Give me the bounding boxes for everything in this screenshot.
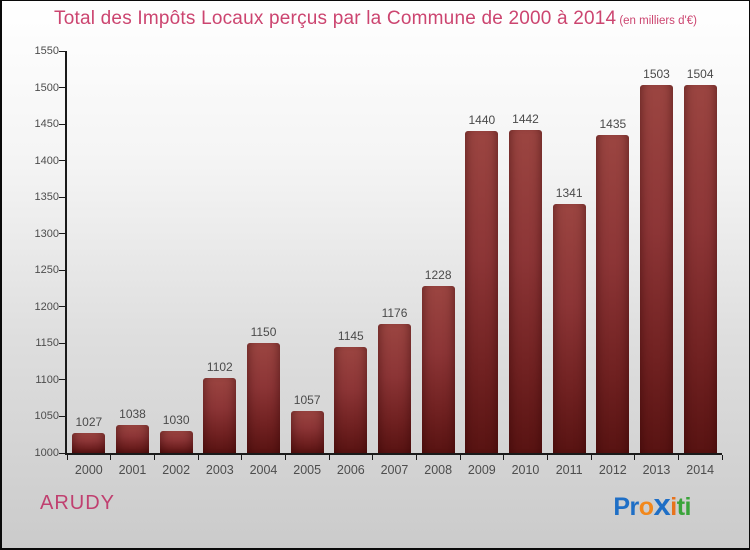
x-tick-mark xyxy=(503,455,505,460)
y-tick-mark xyxy=(59,233,65,235)
bar-value-label: 1150 xyxy=(250,325,277,340)
x-tick-mark xyxy=(546,455,548,460)
bar-value-label: 1030 xyxy=(162,413,190,428)
bar xyxy=(421,286,455,453)
logo-letter: r xyxy=(629,493,640,521)
x-tick-mark xyxy=(372,455,374,460)
x-axis-label: 2012 xyxy=(598,463,627,477)
x-tick-mark xyxy=(284,455,286,460)
x-tick-mark xyxy=(110,455,112,460)
bar-value-label: 1027 xyxy=(75,415,103,430)
x-tick-mark xyxy=(197,455,199,460)
x-axis-label: 2013 xyxy=(642,463,671,477)
x-tick-mark xyxy=(153,455,155,460)
y-tick-label: 1500 xyxy=(34,81,59,94)
y-tick-mark xyxy=(59,50,65,52)
x-axis-label: 2001 xyxy=(118,463,147,477)
plot-area: 1000 1050 1100 1150 1200 1250 1300 1350 1400 1450… xyxy=(35,45,723,477)
bar-value-label: 1442 xyxy=(512,111,539,126)
y-tick-mark xyxy=(59,160,65,162)
bar xyxy=(509,129,542,453)
bar xyxy=(683,84,717,453)
x-tick-mark xyxy=(459,455,461,460)
bar xyxy=(378,324,411,453)
bar-value-label: 1057 xyxy=(293,393,321,408)
bar xyxy=(290,411,324,453)
y-tick-mark xyxy=(59,269,65,271)
bar xyxy=(247,343,280,453)
y-tick-mark xyxy=(59,123,65,125)
y-tick-label: 1000 xyxy=(34,447,59,459)
logo-letter: i xyxy=(684,493,692,521)
bar-value-label: 1038 xyxy=(119,407,146,422)
bar xyxy=(116,425,149,453)
y-tick-label: 1200 xyxy=(34,300,59,313)
bar-value-label: 1341 xyxy=(555,185,583,200)
bar-value-label: 1102 xyxy=(206,360,233,375)
commune-name: ARUDY xyxy=(40,492,116,514)
bar xyxy=(552,203,586,453)
x-axis-label: 2000 xyxy=(74,463,103,477)
y-tick-label: 1250 xyxy=(34,264,59,277)
x-axis-label: 2010 xyxy=(511,463,540,477)
bar-value-label: 1503 xyxy=(643,67,670,82)
y-tick-mark xyxy=(59,196,65,198)
bar-value-label: 1435 xyxy=(599,117,627,132)
y-tick-label: 1150 xyxy=(35,337,59,350)
bar xyxy=(159,431,193,453)
x-tick-mark xyxy=(634,455,636,460)
y-tick-label: 1350 xyxy=(34,191,59,204)
x-tick-mark xyxy=(241,455,243,460)
y-tick-label: 1450 xyxy=(34,118,59,131)
x-tick-mark xyxy=(677,455,679,460)
y-tick-label: 1550 xyxy=(34,45,59,57)
x-tick-mark xyxy=(66,455,68,460)
bar xyxy=(72,433,106,453)
y-tick-mark xyxy=(59,379,65,381)
x-axis-label: 2011 xyxy=(555,463,583,477)
logo-letter: P xyxy=(613,493,630,521)
y-tick-mark xyxy=(59,415,65,417)
bar xyxy=(334,347,368,453)
x-tick-mark xyxy=(590,455,592,460)
bar xyxy=(596,135,630,453)
y-tick-label: 1400 xyxy=(34,154,59,167)
x-tick-mark xyxy=(721,455,723,460)
x-axis-label: 2005 xyxy=(293,463,322,477)
y-tick-label: 1050 xyxy=(34,410,59,423)
logo-letter: x xyxy=(653,487,671,522)
x-axis-label: 2008 xyxy=(424,463,453,477)
bar-value-label: 1440 xyxy=(468,113,496,128)
x-axis-label: 2006 xyxy=(336,463,365,477)
x-axis-label: 2014 xyxy=(686,463,715,477)
chart-title-text: Total des Impôts Locaux perçus par la Co… xyxy=(54,8,617,29)
chart-title: Total des Impôts Locaux perçus par la Co… xyxy=(2,8,749,30)
x-tick-mark xyxy=(415,455,417,460)
bar-value-label: 1145 xyxy=(337,329,364,344)
y-tick-mark xyxy=(59,87,65,89)
bar-value-label: 1504 xyxy=(686,66,714,81)
bar xyxy=(465,131,499,453)
bar xyxy=(640,85,673,453)
y-tick-label: 1100 xyxy=(35,373,59,386)
x-tick-mark xyxy=(328,455,330,460)
x-axis-label: 2003 xyxy=(205,463,234,477)
x-axis-label: 2007 xyxy=(380,463,409,477)
y-tick-mark xyxy=(59,342,65,344)
bar-value-label: 1176 xyxy=(381,306,408,321)
x-axis-label: 2002 xyxy=(162,463,191,477)
logo-letter: i xyxy=(670,493,677,521)
bar-value-label: 1228 xyxy=(424,268,452,283)
bar xyxy=(203,378,237,453)
x-axis-label: 2004 xyxy=(249,463,278,477)
y-tick-label: 1300 xyxy=(34,227,59,240)
logo-letter: t xyxy=(676,493,685,521)
y-tick-mark xyxy=(59,306,65,308)
x-axis-label: 2009 xyxy=(467,463,496,477)
logo-letter: o xyxy=(638,493,654,521)
chart-title-unit: (en milliers d'€) xyxy=(619,15,697,27)
y-tick-mark xyxy=(59,452,65,454)
